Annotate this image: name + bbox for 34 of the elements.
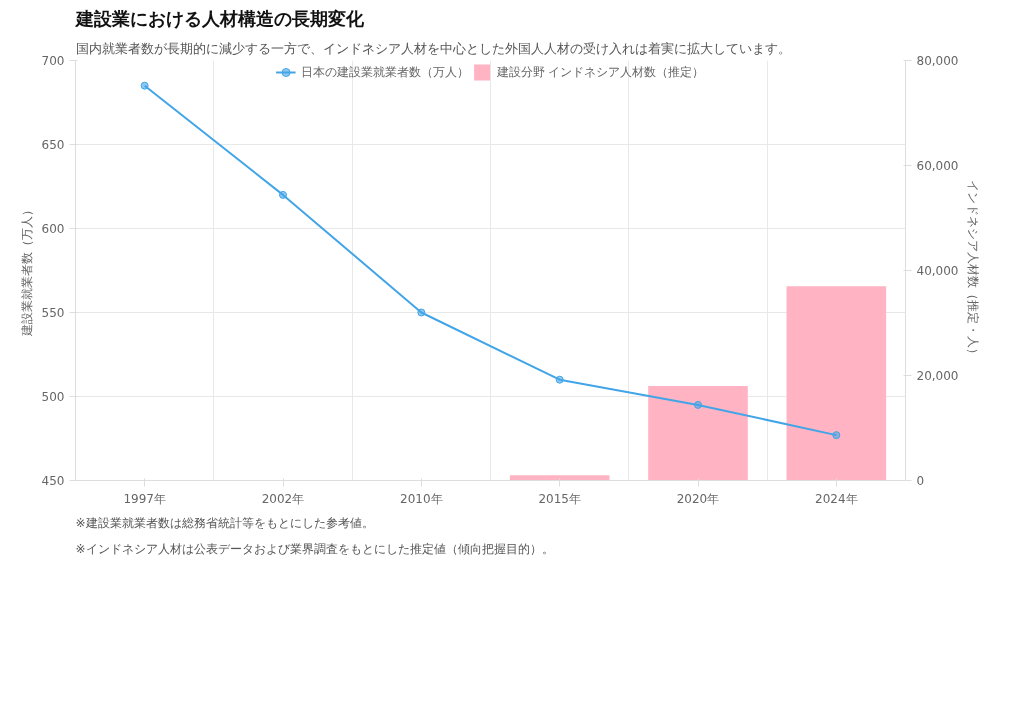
y-tick-label: 450	[41, 474, 65, 488]
x-tick-label: 2010年	[400, 491, 443, 506]
point	[832, 431, 841, 440]
x-tick-label: 2002年	[261, 491, 305, 506]
y-tick-label: 500	[41, 390, 65, 404]
y-tick-label: 700	[41, 54, 65, 68]
x-tick-label: 2020年	[676, 491, 720, 506]
legend-label: 日本の建設業就業者数（万人）	[300, 63, 469, 81]
text: ※建設業就業者数は総務省統計等をもとにした参考値。	[75, 515, 374, 530]
legend-label: 建設分野 インドネシア人材数（推定）	[496, 63, 705, 81]
bar	[509, 475, 610, 481]
point	[417, 308, 426, 317]
point	[555, 375, 564, 384]
x-tick-label: 1997年	[123, 491, 166, 506]
chart-subtitle: 国内就業者数が長期的に減少する一方で、インドネシア人材を中心とした外国人人材の受け入れは着実に拡大しています。	[75, 40, 791, 56]
point	[279, 190, 287, 199]
y-tick-label: 550	[41, 306, 65, 320]
chart-title: 建設業における人材構造の長期変化	[73, 7, 365, 29]
y-tick-label: 650	[41, 138, 65, 152]
y-tick-label: 600	[41, 222, 65, 236]
y2-tick-label: 40,000	[916, 264, 959, 278]
y2-axis-title: インドネシア人材数（推定・人）	[966, 180, 981, 361]
y2-tick-label: 80,000	[916, 54, 959, 68]
bar	[648, 386, 748, 481]
point	[140, 81, 149, 90]
x-tick-label: 2015年	[538, 491, 581, 506]
y-axis-title: 建設業就業者数（万人）	[19, 204, 34, 338]
y2-tick-label: 60,000	[916, 159, 959, 173]
x-tick-label: 2024年	[815, 491, 858, 506]
text: ※インドネシア人材は公表データおよび業界調査をもとにした推定値（傾向把握目的）。	[75, 541, 554, 556]
y2-tick-label: 0	[916, 474, 925, 488]
bar	[786, 286, 887, 481]
y2-tick-label: 20,000	[916, 369, 959, 383]
point	[694, 400, 702, 409]
